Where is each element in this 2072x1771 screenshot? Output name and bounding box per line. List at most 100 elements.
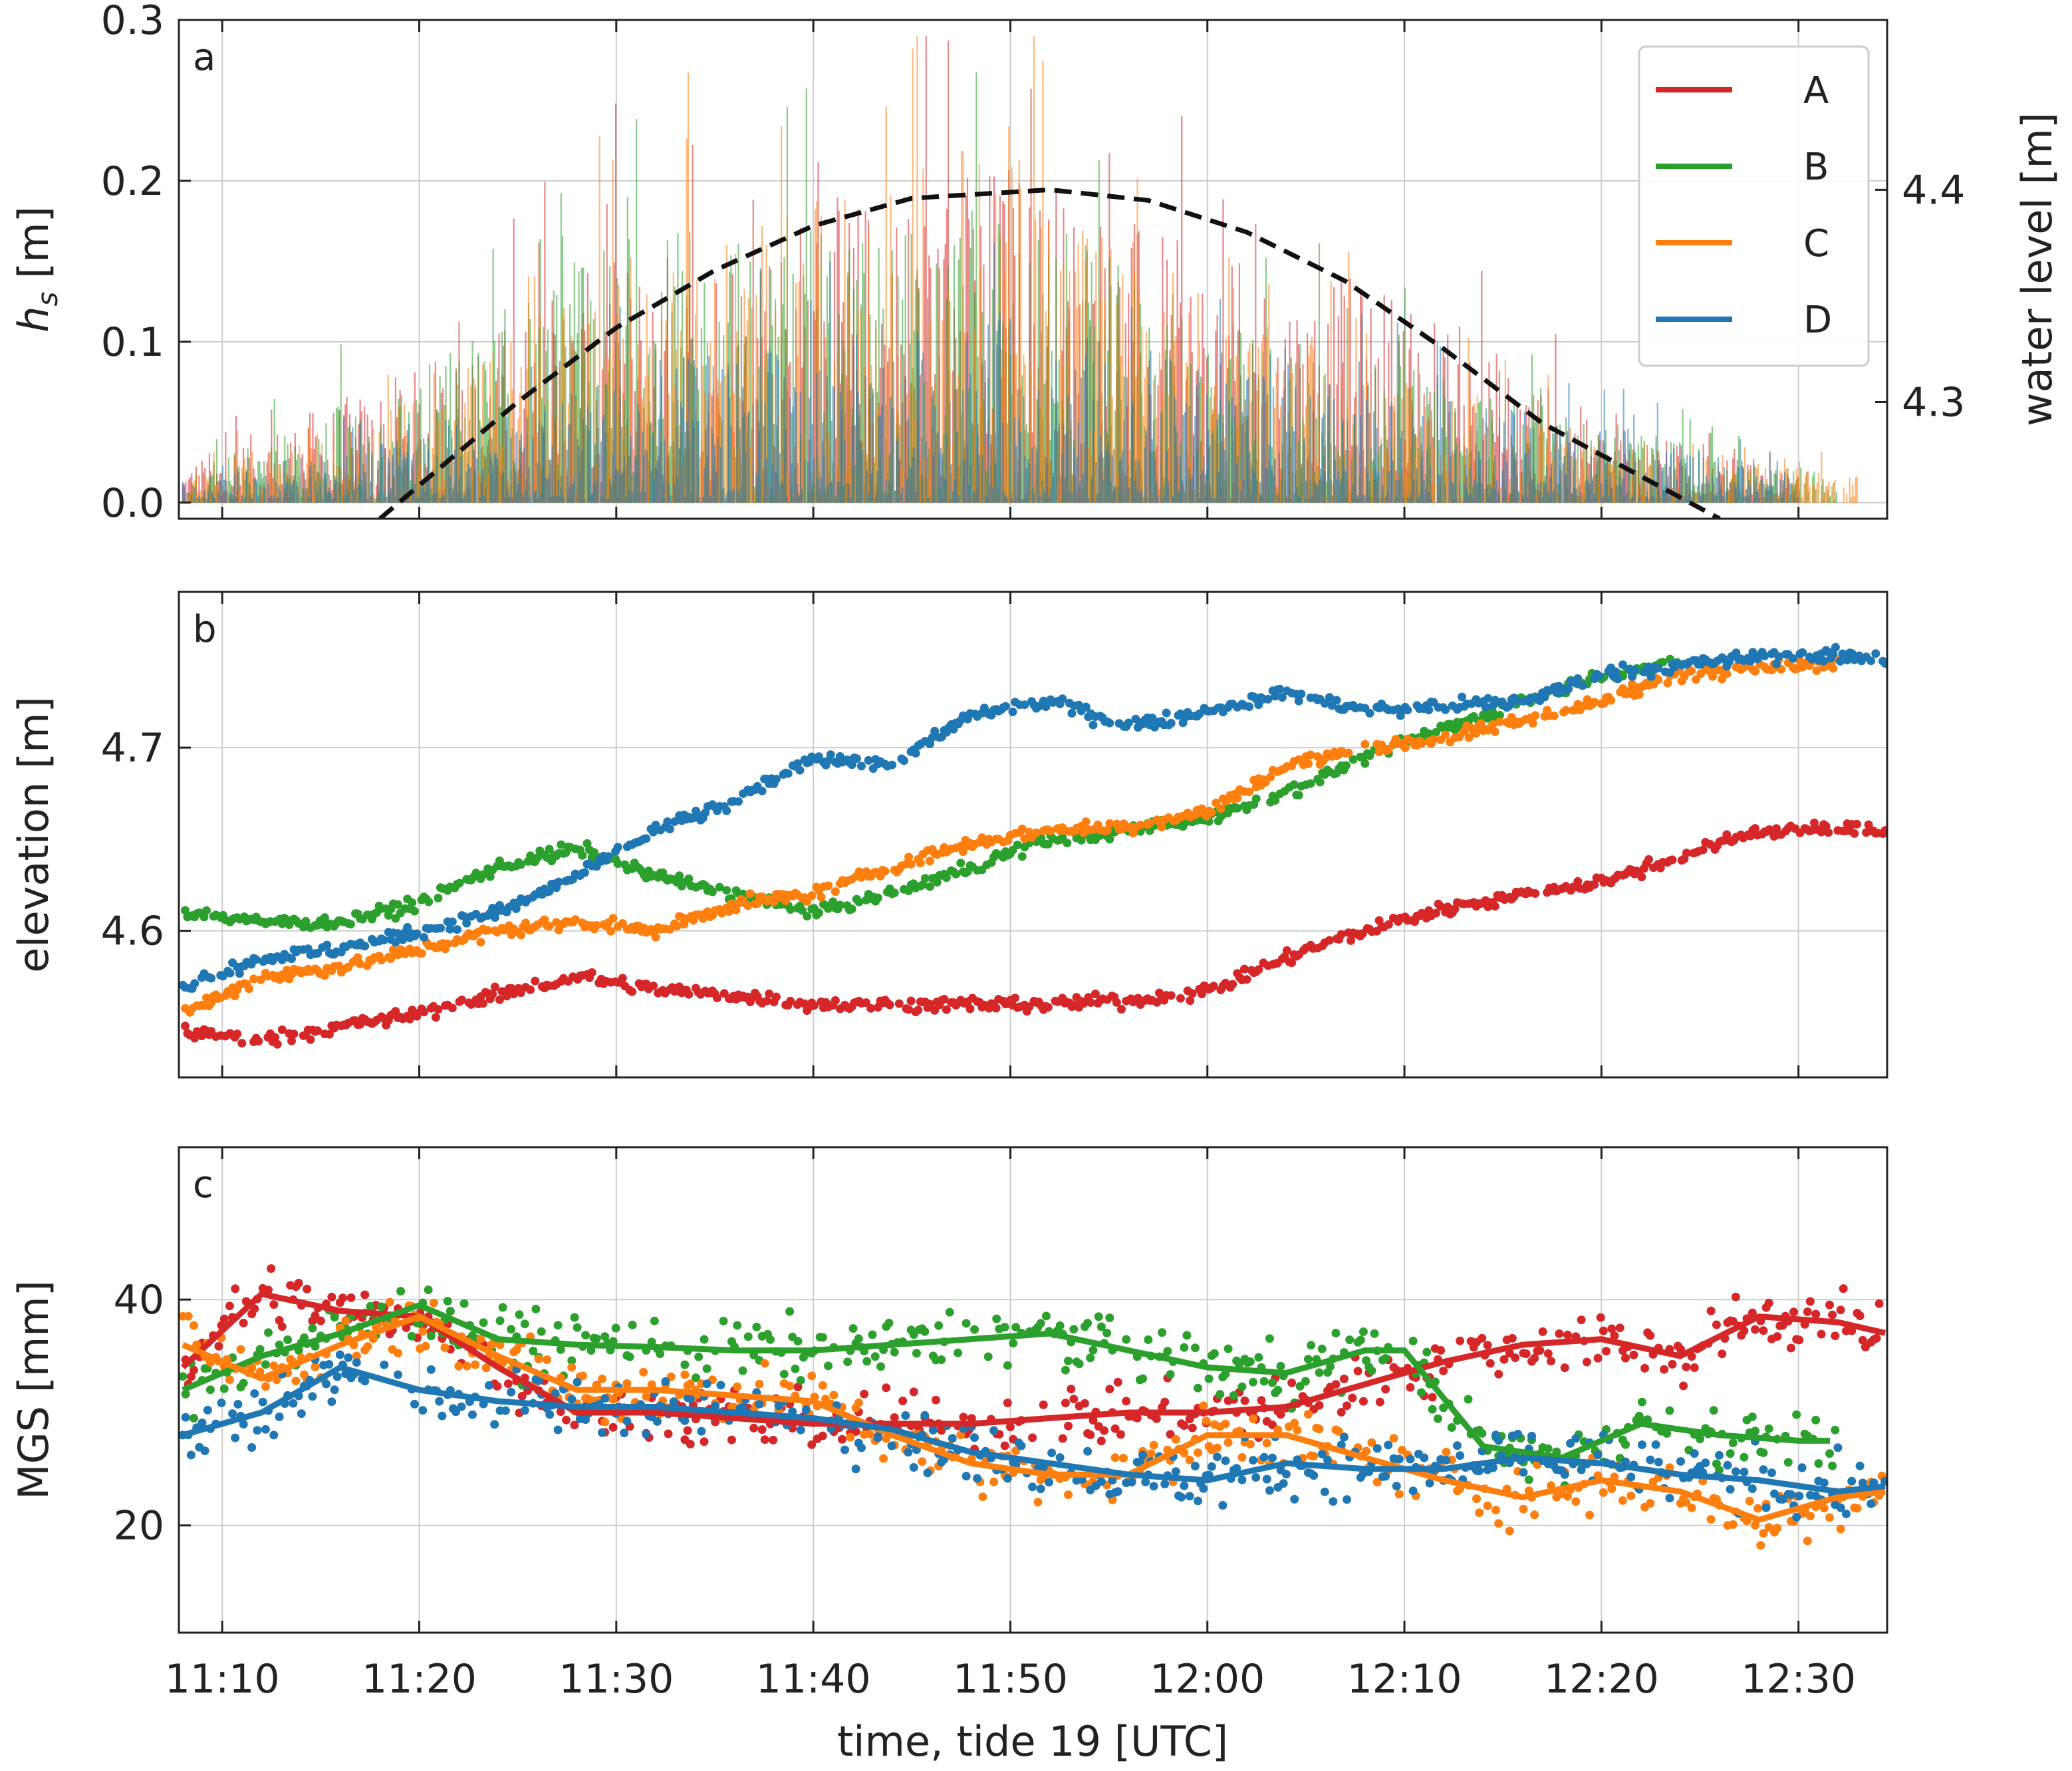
elevation-point-b bbox=[346, 920, 355, 929]
elevation-point-a bbox=[509, 990, 519, 999]
elevation-point-b bbox=[485, 872, 495, 881]
elevation-point-b bbox=[835, 900, 844, 910]
elevation-point-a bbox=[894, 999, 904, 1008]
elevation-point-b bbox=[1271, 796, 1280, 805]
elevation-point-b bbox=[613, 859, 622, 869]
elevation-point-b bbox=[320, 913, 329, 922]
elevation-point-a bbox=[1287, 958, 1297, 968]
elevation-point-a bbox=[926, 1000, 934, 1009]
elevation-point-a bbox=[771, 992, 781, 1002]
elevation-point-b bbox=[408, 898, 417, 907]
elevation-point-a bbox=[233, 1029, 242, 1039]
elevation-point-b bbox=[1349, 755, 1358, 764]
elevation-point-b bbox=[557, 840, 566, 849]
elevation-point-b bbox=[1341, 761, 1351, 770]
elevation-point-a bbox=[885, 1000, 894, 1010]
elevation-point-a bbox=[1432, 908, 1440, 918]
elevation-point-a bbox=[649, 981, 658, 990]
elevation-point-a bbox=[271, 1033, 280, 1042]
elevation-point-b bbox=[434, 893, 443, 902]
elevation-point-b bbox=[479, 870, 487, 879]
elevation-point-a bbox=[495, 995, 504, 1004]
elevation-point-b bbox=[1365, 751, 1374, 760]
elevation-point-a bbox=[1852, 819, 1861, 829]
elevation-point-b bbox=[890, 888, 899, 898]
panel-a: 0.0 0.1 0.2 0.3 4.3 4.4 a hs [m] water level … bbox=[9, 0, 2061, 527]
elevation-point-b bbox=[424, 897, 434, 906]
elevation-point-a bbox=[1637, 873, 1646, 882]
elevation-point-b bbox=[1495, 710, 1504, 720]
elevation-point-b bbox=[1233, 803, 1242, 813]
elevation-point-b bbox=[684, 874, 694, 883]
elevation-point-a bbox=[1668, 855, 1677, 865]
elevation-point-b bbox=[675, 871, 684, 881]
elevation-point-a bbox=[1590, 880, 1599, 889]
panel-a-ylabel: hs [m] bbox=[9, 206, 64, 333]
panel-b-points bbox=[179, 642, 1887, 1049]
elevation-point-a bbox=[277, 1025, 287, 1034]
elevation-point-a bbox=[448, 1004, 457, 1013]
elevation-point-a bbox=[1698, 845, 1708, 855]
elevation-point-b bbox=[1063, 839, 1072, 848]
elevation-point-a bbox=[1209, 982, 1218, 991]
elevation-point-a bbox=[1374, 916, 1384, 925]
elevation-point-b bbox=[394, 900, 402, 909]
elevation-point-b bbox=[803, 912, 812, 921]
elevation-point-a bbox=[1282, 946, 1291, 955]
elevation-point-b bbox=[786, 905, 795, 914]
elevation-point-a bbox=[479, 999, 487, 1008]
elevation-point-a bbox=[1531, 889, 1540, 898]
elevation-point-b bbox=[942, 873, 951, 883]
elevation-point-c bbox=[320, 971, 329, 980]
elevation-point-a bbox=[289, 1029, 299, 1039]
ylabel-sub: s bbox=[31, 292, 64, 307]
elevation-point-a bbox=[1242, 975, 1251, 984]
elevation-point-a bbox=[412, 1012, 422, 1021]
y-tick-label: 0.3 bbox=[101, 0, 164, 44]
elevation-point-a bbox=[1166, 991, 1176, 1000]
elevation-point-a bbox=[1337, 930, 1346, 939]
elevation-point-a bbox=[862, 998, 870, 1008]
elevation-point-a bbox=[313, 1026, 323, 1035]
elevation-point-a bbox=[531, 976, 540, 986]
ylabel-unit: [m] bbox=[9, 206, 58, 291]
elevation-point-a bbox=[1325, 936, 1334, 945]
elevation-point-b bbox=[722, 886, 731, 895]
elevation-point-b bbox=[1315, 777, 1325, 787]
elevation-point-a bbox=[1188, 989, 1197, 998]
elevation-point-a bbox=[502, 992, 511, 1001]
elevation-point-b bbox=[932, 878, 942, 886]
elevation-point-a bbox=[1682, 849, 1691, 858]
elevation-point-a bbox=[306, 1035, 315, 1044]
elevation-point-b bbox=[181, 906, 190, 915]
elevation-point-a bbox=[1197, 990, 1206, 998]
elevation-point-a bbox=[1573, 877, 1583, 886]
y-tick-label-right: 4.3 bbox=[1902, 379, 1965, 426]
elevation-point-b bbox=[1013, 841, 1022, 849]
elevation-point-b bbox=[1294, 791, 1303, 800]
elevation-point-a bbox=[526, 985, 535, 994]
elevation-point-a bbox=[1490, 902, 1499, 911]
elevation-point-a bbox=[1186, 996, 1195, 1006]
elevation-point-a bbox=[684, 990, 694, 999]
y-tick-label: 0.0 bbox=[101, 480, 164, 527]
y-tick-label: 0.2 bbox=[101, 158, 164, 205]
elevation-point-b bbox=[410, 906, 419, 916]
elevation-point-a bbox=[1809, 818, 1819, 827]
elevation-point-b bbox=[578, 851, 587, 860]
elevation-point-b bbox=[471, 869, 481, 878]
panel-a-ticks: 0.0 0.1 0.2 0.3 4.3 4.4 bbox=[101, 0, 1966, 527]
elevation-point-b bbox=[301, 916, 311, 926]
legend-box bbox=[1638, 45, 1870, 367]
elevation-point-a bbox=[420, 1008, 429, 1017]
y-tick-label: 0.1 bbox=[101, 319, 164, 366]
panel-b: 4.64.7 b elevation [m] bbox=[9, 591, 1888, 1079]
elevation-point-b bbox=[1017, 852, 1027, 861]
elevation-point-a bbox=[1450, 904, 1460, 914]
elevation-point-a bbox=[1228, 980, 1237, 989]
y-tick-label-right: 4.4 bbox=[1902, 167, 1965, 213]
elevation-point-b bbox=[715, 883, 724, 892]
elevation-point-b bbox=[1658, 658, 1668, 667]
elevation-point-a bbox=[940, 995, 949, 1004]
